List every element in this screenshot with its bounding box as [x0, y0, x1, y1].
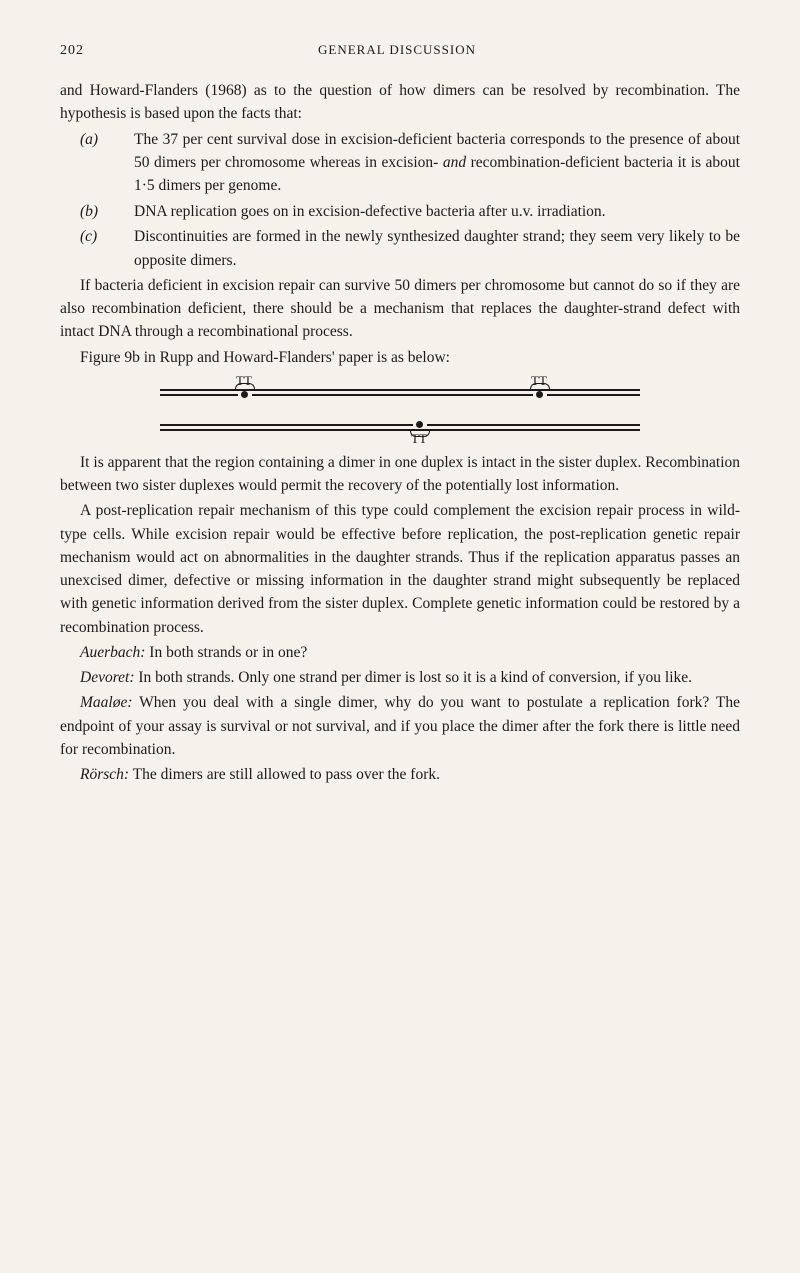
page-header: 202 GENERAL DISCUSSION — [60, 40, 740, 61]
paragraph-2: If bacteria deficient in excision repair… — [60, 274, 740, 344]
dialogue-maaloe: Maaløe: When you deal with a single dime… — [60, 691, 740, 761]
list-letter-c: (c) — [80, 228, 97, 245]
tt-label-3: TT — [411, 429, 427, 449]
rorsch-text: The dimers are still allowed to pass ove… — [129, 766, 440, 783]
list-item-c: (c) Discontinuities are formed in the ne… — [80, 225, 740, 272]
list-text-b: DNA replication goes on in excision-defe… — [134, 200, 740, 223]
dialogue-rorsch: Rörsch: The dimers are still allowed to … — [60, 763, 740, 786]
dna-bottom-duplex: TT — [160, 424, 640, 431]
list-item-a: (a) The 37 per cent survival dose in exc… — [80, 128, 740, 198]
list-text-a: The 37 per cent survival dose in excisio… — [134, 128, 740, 198]
speaker-devoret: Devoret: — [80, 669, 135, 686]
auerbach-text: In both strands or in one? — [145, 644, 307, 661]
speaker-auerbach: Auerbach: — [80, 644, 145, 661]
gap-dot-2 — [536, 391, 543, 398]
dna-top-duplex: TT TT — [160, 389, 640, 396]
maaloe-text: When you deal with a single dimer, why d… — [60, 694, 740, 758]
speaker-maaloe: Maaløe: — [80, 694, 133, 711]
dna-strand-3 — [160, 424, 640, 426]
dna-strand-2 — [160, 394, 640, 396]
devoret-text: In both strands. Only one strand per dim… — [135, 669, 693, 686]
list-item-b: (b) DNA replication goes on in excision-… — [80, 200, 740, 224]
list-letter-a: (a) — [80, 131, 98, 148]
dna-strand-1: TT TT — [160, 389, 640, 391]
paragraph-5: A post-replication repair mechanism of t… — [60, 499, 740, 639]
list-text-c: Discontinuities are formed in the newly … — [134, 225, 740, 272]
tt-label-1: TT — [236, 371, 252, 391]
tt-label-2: TT — [531, 371, 547, 391]
dna-figure: TT TT TT — [160, 389, 640, 431]
dialogue-auerbach: Auerbach: In both strands or in one? — [60, 641, 740, 664]
gap-dot-1 — [241, 391, 248, 398]
list-letter-b: (b) — [80, 203, 98, 220]
header-title: GENERAL DISCUSSION — [84, 40, 740, 61]
paragraph-1: and Howard-Flanders (1968) as to the que… — [60, 79, 740, 126]
gap-dot-3 — [416, 421, 423, 428]
speaker-rorsch: Rörsch: — [80, 766, 129, 783]
body-content: and Howard-Flanders (1968) as to the que… — [60, 79, 740, 786]
paragraph-4: It is apparent that the region containin… — [60, 451, 740, 498]
page-number: 202 — [60, 40, 84, 61]
paragraph-3: Figure 9b in Rupp and Howard-Flanders' p… — [60, 346, 740, 369]
dna-strand-4: TT — [160, 429, 640, 431]
dialogue-devoret: Devoret: In both strands. Only one stran… — [60, 666, 740, 689]
